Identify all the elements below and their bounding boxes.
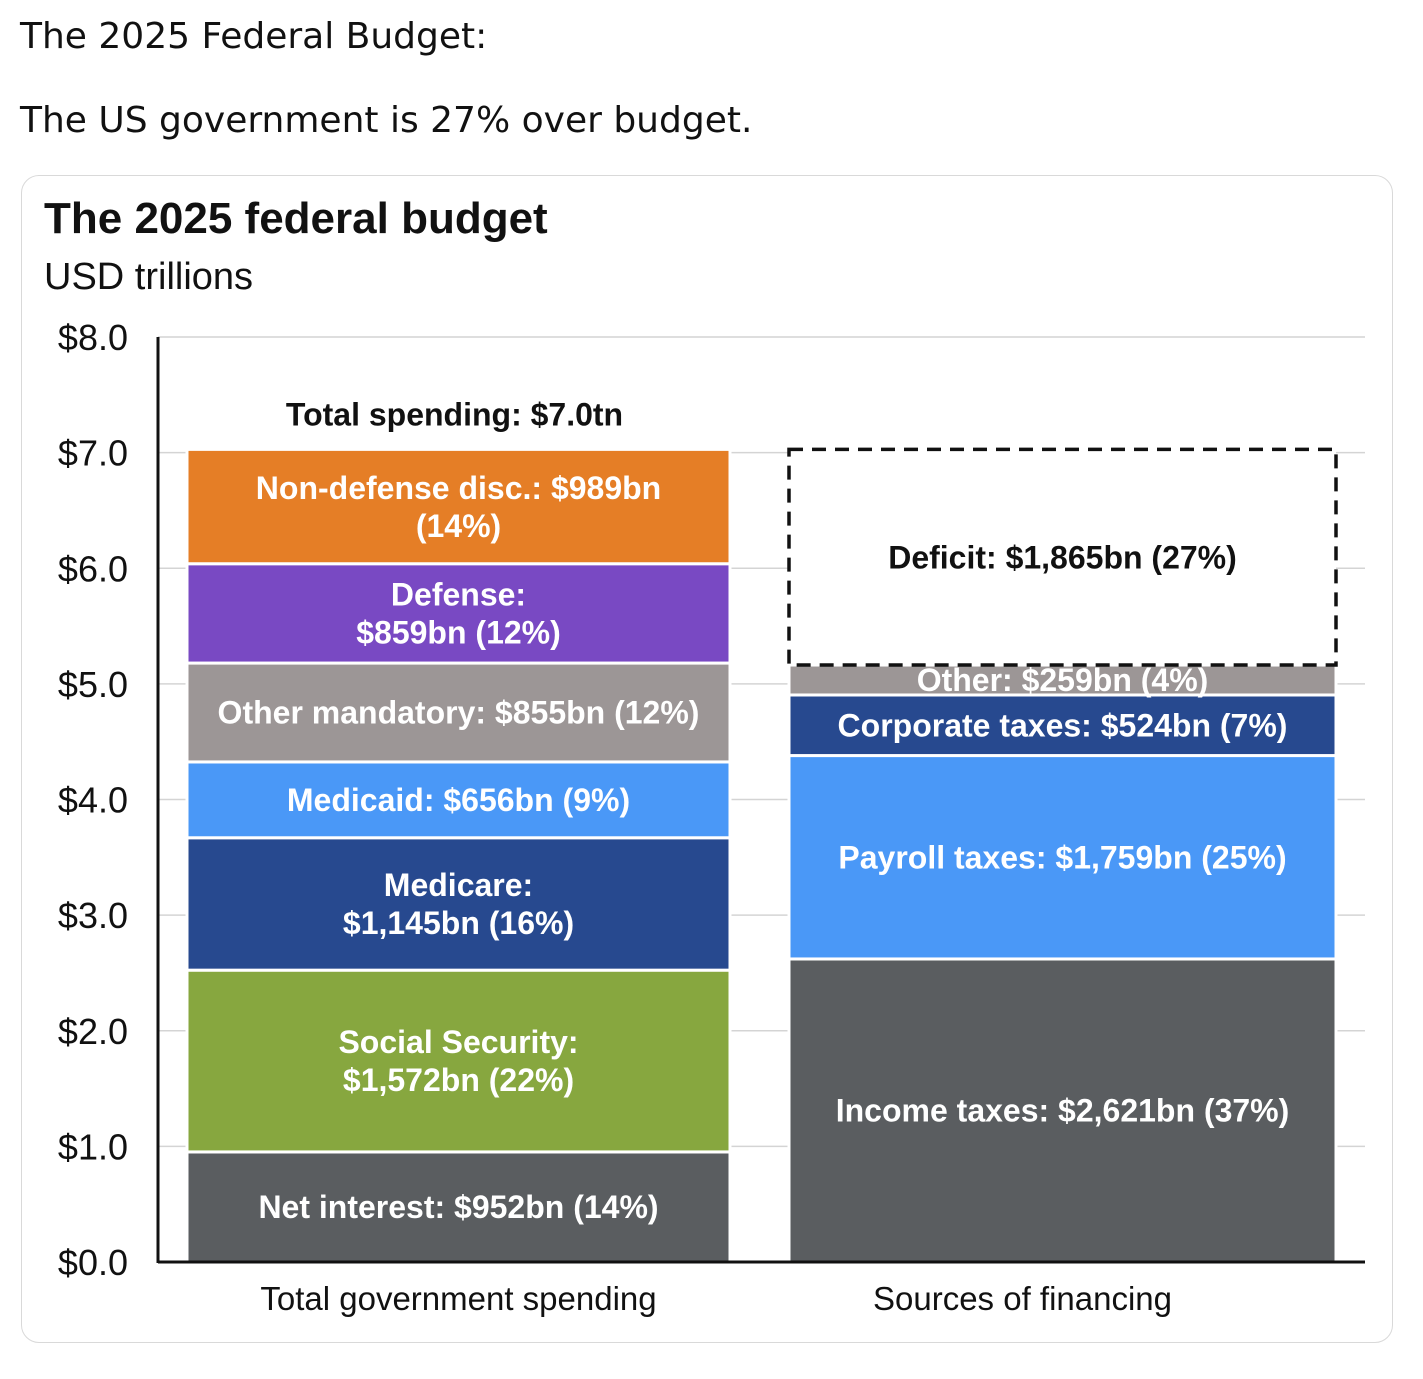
bar-segment-non-defense-disc [185, 447, 732, 566]
segment-label-other-mandatory: Other mandatory: $855bn (12%) [218, 695, 700, 731]
chart-subtitle: USD trillions [44, 256, 254, 298]
segment-label-payroll-taxes: Payroll taxes: $1,759bn (25%) [838, 839, 1286, 875]
segment-label-other: Other: $259bn (4%) [917, 662, 1209, 698]
segment-label-non-defense-disc: Non-defense disc.: $989bn [256, 470, 661, 506]
post-text-line-1: The 2025 Federal Budget: [20, 16, 488, 57]
bar-segment-payroll-taxes [787, 754, 1338, 961]
segment-label-medicare: $1,145bn (16%) [343, 905, 574, 941]
bar-segment-net-interest [185, 1150, 732, 1264]
bar-segment-other-mandatory [185, 661, 732, 764]
bar-segment-medicare [185, 836, 732, 972]
y-tick-label: $6.0 [58, 548, 128, 589]
segment-label-deficit: Deficit: $1,865bn (27%) [888, 539, 1237, 575]
y-tick-label: $5.0 [58, 664, 128, 705]
bar-segment-deficit [787, 447, 1338, 667]
y-tick-label: $7.0 [58, 433, 128, 474]
bar-segment-income-taxes [787, 957, 1338, 1264]
post-text-line-2: The US government is 27% over budget. [20, 100, 753, 141]
bar-segment-defense [185, 562, 732, 665]
y-tick-label: $4.0 [58, 780, 128, 821]
segment-label-net-interest: Net interest: $952bn (14%) [258, 1189, 658, 1225]
segment-label-defense: Defense: [391, 577, 526, 613]
bar-segment-corporate-taxes [787, 693, 1338, 758]
x-category-label: Total government spending [260, 1280, 656, 1317]
y-tick-label: $1.0 [58, 1126, 128, 1167]
segment-label-medicaid: Medicaid: $656bn (9%) [287, 782, 630, 818]
bar-segment-social-security [185, 968, 732, 1154]
y-tick-label: $0.0 [58, 1242, 128, 1283]
segment-label-corporate-taxes: Corporate taxes: $524bn (7%) [838, 707, 1288, 743]
segment-label-income-taxes: Income taxes: $2,621bn (37%) [836, 1093, 1290, 1129]
segment-label-social-security: $1,572bn (22%) [343, 1062, 574, 1098]
segment-label-social-security: Social Security: [338, 1024, 578, 1060]
segment-label-non-defense-disc: (14%) [416, 508, 501, 544]
x-category-label: Sources of financing [873, 1280, 1172, 1317]
total-spending-label: Total spending: $7.0tn [286, 396, 623, 432]
y-tick-label: $3.0 [58, 895, 128, 936]
segment-label-medicare: Medicare: [384, 867, 533, 903]
segment-label-defense: $859bn (12%) [356, 615, 561, 651]
y-tick-label: $8.0 [58, 317, 128, 358]
chart-title: The 2025 federal budget [44, 194, 548, 243]
bar-segment-medicaid [185, 760, 732, 840]
bar-segment-other [787, 663, 1338, 697]
y-tick-label: $2.0 [58, 1011, 128, 1052]
